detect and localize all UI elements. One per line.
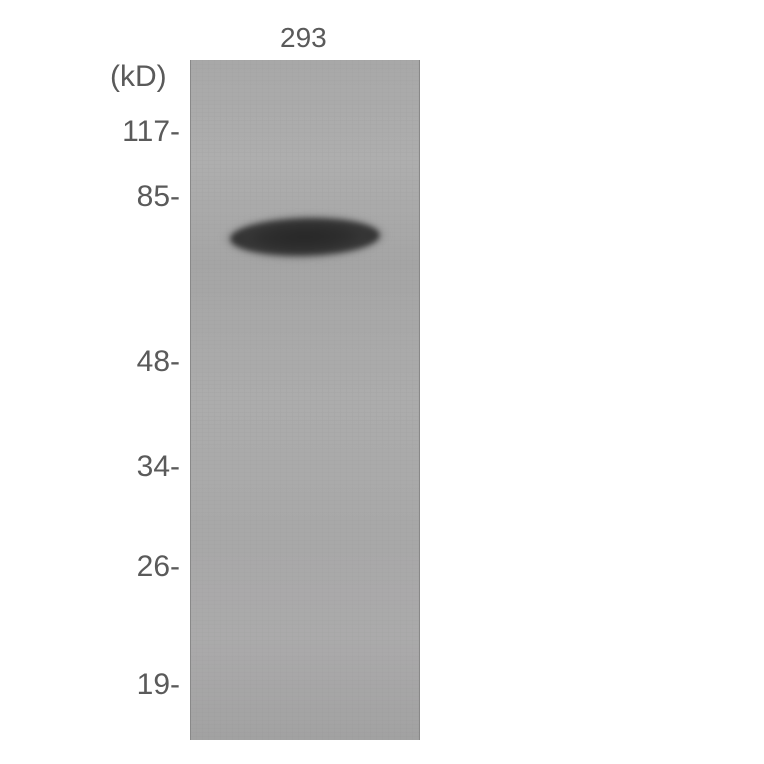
marker-48: 48- [100, 345, 180, 379]
marker-117: 117- [100, 115, 180, 149]
marker-85: 85- [100, 180, 180, 214]
marker-26: 26- [100, 550, 180, 584]
marker-34: 34- [100, 450, 180, 484]
unit-label: (kD) [110, 60, 167, 94]
protein-band [230, 216, 381, 258]
lane-texture [191, 60, 419, 740]
sample-label: 293 [280, 22, 327, 54]
blot-lane [190, 60, 420, 740]
marker-19: 19- [100, 668, 180, 702]
western-blot-figure: 293 (kD) 117- 85- 48- 34- 26- 19- [100, 20, 660, 760]
